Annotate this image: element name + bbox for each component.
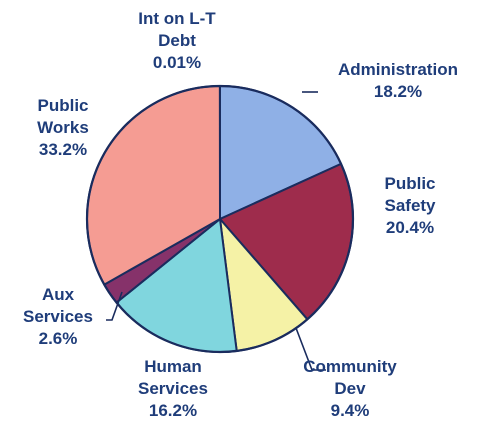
slice-label-public-safety: Public Safety 20.4% <box>384 174 436 237</box>
slice-label-human-services: Human Services 16.2% <box>138 357 208 420</box>
slice-label-administration: Administration 18.2% <box>338 60 458 101</box>
pie-outline <box>85 84 355 354</box>
slice-label-community-dev: Community Dev 9.4% <box>303 357 397 420</box>
slice-label-aux-services: Aux Services 2.6% <box>23 285 93 348</box>
leader-lines <box>106 91 326 371</box>
slice-labels: Administration 18.2% Public Safety 20.4% Comm… <box>23 9 458 420</box>
pie-slices <box>85 84 355 354</box>
slice-label-public-works: Public Works 33.2% <box>37 96 89 159</box>
slice-label-int-on-l-t-debt: Int on L-T Debt 0.01% <box>138 9 216 72</box>
leader-line <box>106 291 123 321</box>
leader-line <box>295 327 326 371</box>
